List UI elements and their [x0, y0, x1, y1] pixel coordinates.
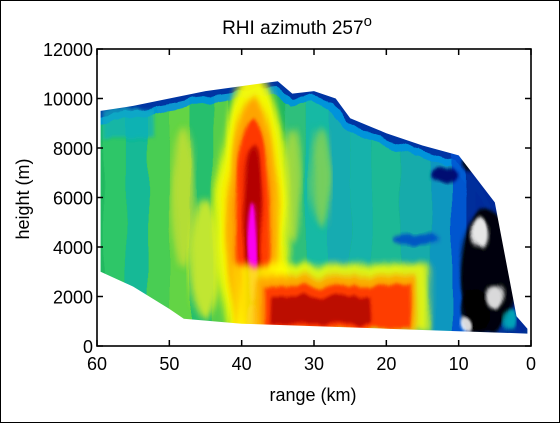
y-axis-label: height (m) — [13, 158, 33, 239]
reflectivity-field — [100, 81, 528, 334]
y-tick-label: 8000 — [53, 139, 93, 159]
y-tick-label: 6000 — [53, 189, 93, 209]
y-tick-label: 4000 — [53, 238, 93, 258]
x-tick-label: 60 — [87, 354, 107, 374]
x-tick-label: 30 — [304, 354, 324, 374]
x-tick-label: 50 — [159, 354, 179, 374]
chart-title: RHI azimuth 257o — [222, 13, 372, 39]
x-tick-label: 40 — [232, 354, 252, 374]
plot-area — [96, 48, 532, 347]
y-tick-label: 12000 — [43, 40, 93, 60]
x-tick-label: 0 — [526, 354, 536, 374]
y-tick-label: 2000 — [53, 288, 93, 308]
x-tick-label: 20 — [376, 354, 396, 374]
y-tick-label: 0 — [83, 337, 93, 357]
x-axis: 60 50 40 30 20 10 0 — [87, 49, 536, 374]
x-tick-label: 10 — [449, 354, 469, 374]
y-tick-label: 10000 — [43, 90, 93, 110]
x-axis-label: range (km) — [269, 385, 356, 405]
y-axis: 0 2000 4000 6000 8000 10000 12000 — [43, 40, 531, 357]
